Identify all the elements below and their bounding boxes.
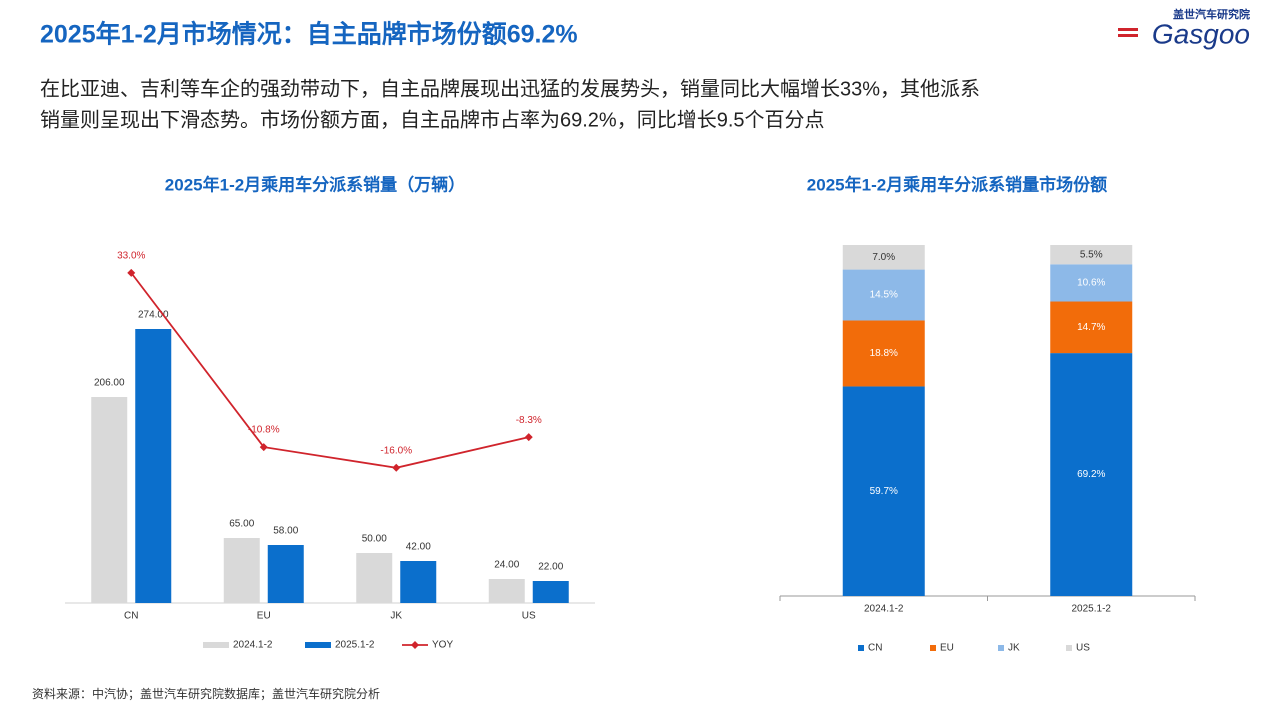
data-label: 24.00 [494,560,519,571]
legend-swatch [858,645,864,651]
bar [400,561,437,603]
data-label: 33.0% [117,251,145,262]
x-tick-label: 2024.1-2 [864,604,904,615]
bar [135,329,172,603]
legend-label: EU [940,643,954,654]
bar [267,545,304,603]
legend-marker [411,641,419,649]
data-label: 14.7% [1077,322,1105,333]
legend-swatch [998,645,1004,651]
legend-label: JK [1008,643,1020,654]
data-label: 50.00 [362,534,387,545]
legend-label: 2025.1-2 [335,640,375,651]
bar-segment [842,320,925,387]
data-label: 22.00 [538,562,563,573]
logo-stripe [1118,34,1138,37]
bar [356,553,393,603]
x-tick-label: EU [257,611,271,622]
bar-segment [1050,264,1133,302]
bar [91,397,128,603]
legend-label: 2024.1-2 [233,640,273,651]
line-marker [524,433,533,442]
bar [532,581,569,603]
data-label: 69.2% [1077,469,1105,480]
bar-segment [1050,353,1133,596]
data-label: 10.6% [1077,278,1105,289]
legend-label: US [1076,643,1090,654]
x-tick-label: 2025.1-2 [1072,604,1112,615]
logo-stripe [1118,28,1138,31]
data-label: -8.3% [516,415,542,426]
data-label: 5.5% [1080,249,1103,260]
line-marker [392,463,401,472]
logo-cn: 盖世汽车研究院 [1173,7,1250,21]
bar-segment [842,245,925,270]
line-marker [127,268,136,277]
legend-swatch [930,645,936,651]
chart-title: 2025年1-2月乘用车分派系销量市场份额 [807,174,1107,194]
data-label: 58.00 [273,526,298,537]
body-line: 在比亚迪、吉利等车企的强劲带动下，自主品牌展现出迅猛的发展势头，销量同比大幅增长… [40,77,980,100]
x-tick-label: US [522,611,536,622]
data-label: -16.0% [380,445,412,456]
legend-swatch [305,642,331,648]
legend-swatch [1066,645,1072,651]
bar [223,538,260,603]
data-label: 14.5% [870,290,898,301]
data-label: 274.00 [138,310,169,321]
slide-title: 2025年1-2月市场情况：自主品牌市场份额69.2% [40,20,578,49]
bar-segment [1050,245,1133,265]
legend-label: CN [868,643,882,654]
data-label: 206.00 [94,378,125,389]
data-label: -10.8% [248,425,280,436]
bar-segment [842,386,925,596]
data-label: 65.00 [229,519,254,530]
data-label: 7.0% [872,252,895,263]
data-label: 42.00 [406,542,431,553]
line [130,272,529,469]
logo-en: Gasgoo [1152,18,1250,49]
data-label: 59.7% [870,486,898,497]
legend-swatch [203,642,229,648]
bar-segment [842,269,925,321]
body-line: 销量则呈现出下滑态势。市场份额方面，自主品牌市占率为69.2%，同比增长9.5个… [40,108,825,131]
bar [488,579,525,603]
source: 资料来源：中汽协；盖世汽车研究院数据库；盖世汽车研究院分析 [32,686,380,701]
legend-label: YOY [432,640,453,651]
bar-segment [1050,301,1133,354]
chart-title: 2025年1-2月乘用车分派系销量（万辆） [165,174,465,194]
data-label: 18.8% [870,348,898,359]
x-tick-label: JK [390,611,402,622]
x-tick-label: CN [124,611,138,622]
line-marker [259,443,268,452]
